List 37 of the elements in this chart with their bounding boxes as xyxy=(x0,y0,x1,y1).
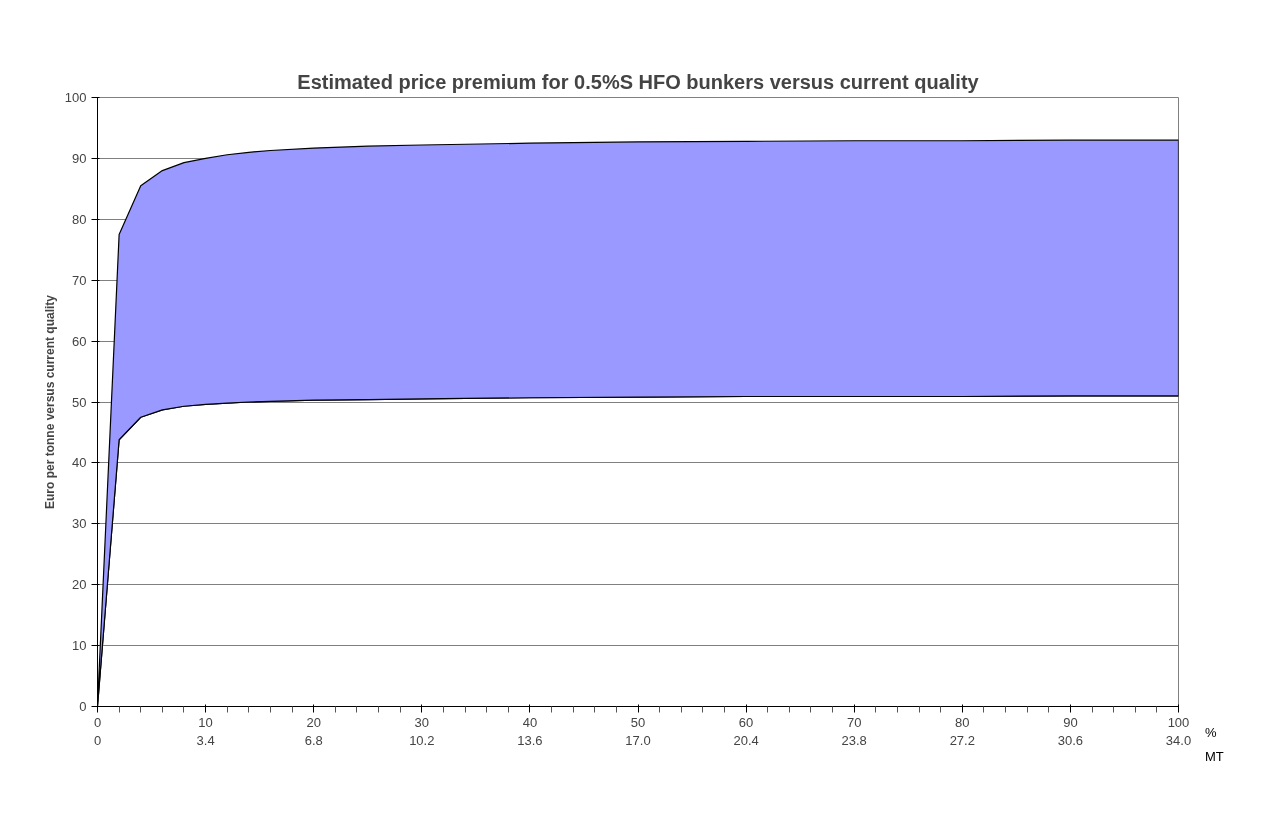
x2-tick-label: 17.0 xyxy=(625,732,651,748)
y-tick-label: 40 xyxy=(72,455,87,471)
y-tick-label: 80 xyxy=(72,211,87,227)
x2-tick-label: 34.0 xyxy=(1165,732,1192,748)
y-tick-label: 50 xyxy=(72,394,87,410)
x-tick-label: 30 xyxy=(414,714,430,730)
x2-tick-label: 0 xyxy=(93,732,102,748)
x-tick-label: 70 xyxy=(846,714,862,730)
x-tick-label: 40 xyxy=(522,714,538,730)
x-axis-title: % xyxy=(1205,724,1217,742)
y-tick-label: 60 xyxy=(72,333,87,349)
x2-tick-label: 20.4 xyxy=(733,732,759,748)
x-tick-label: 20 xyxy=(306,714,321,730)
x-tick-label: 90 xyxy=(1063,714,1078,730)
x-tick-label: 0 xyxy=(93,714,102,730)
x2-tick-label: 23.8 xyxy=(841,732,867,748)
x2-tick-label: 27.2 xyxy=(949,732,975,748)
y-tick-label: 10 xyxy=(72,638,87,654)
y-tick-label: 20 xyxy=(72,577,87,593)
x2-tick-label: 6.8 xyxy=(304,732,323,748)
y-tick-label: 70 xyxy=(72,272,87,288)
x2-tick-label: 30.6 xyxy=(1057,732,1084,748)
x-tick-label: 100 xyxy=(1167,714,1190,730)
y-tick-label: 100 xyxy=(64,90,87,105)
x-tick-label: 50 xyxy=(630,714,646,730)
x-tick-label: 10 xyxy=(198,714,213,730)
y-tick-label: 30 xyxy=(72,516,87,532)
x-tick-label: 80 xyxy=(955,714,970,730)
y-tick-label: 0 xyxy=(79,699,87,714)
x2-tick-label: 10.2 xyxy=(409,732,435,748)
y-axis-title: Euro per tonne versus current quality xyxy=(42,294,57,510)
x2-axis-title: MT xyxy=(1205,748,1224,766)
x2-tick-label: 3.4 xyxy=(196,732,215,748)
x-tick-label: 60 xyxy=(738,714,754,730)
y-tick-label: 90 xyxy=(72,150,87,166)
chart-title: Estimated price premium for 0.5%S HFO bunkers versus current quality xyxy=(297,70,980,93)
x2-tick-label: 13.6 xyxy=(517,732,543,748)
